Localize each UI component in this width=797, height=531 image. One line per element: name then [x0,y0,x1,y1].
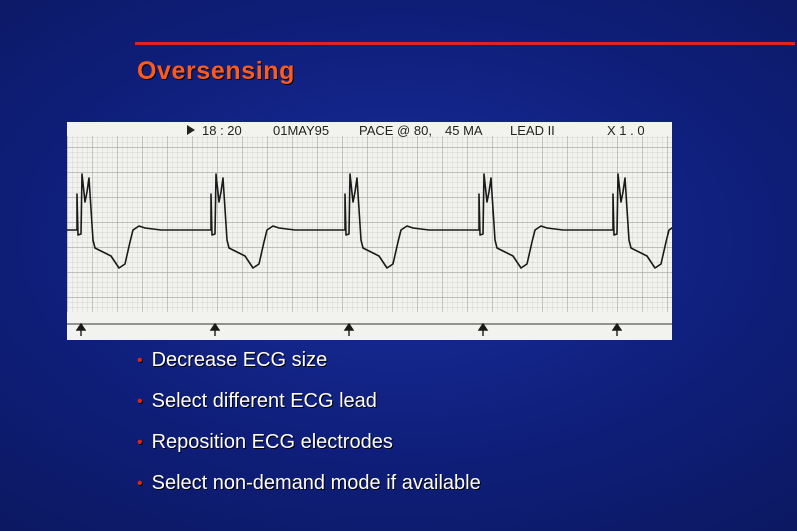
title-accent-rule [135,42,795,45]
bullet-item: • Select different ECG lead [137,390,377,412]
bullet-dot-icon: • [137,393,143,410]
pacing-spike-arrow-icon [611,322,623,336]
bullet-dot-icon: • [137,475,143,492]
bullet-item: • Select non-demand mode if available [137,472,481,494]
pacing-spike-arrow-icon [209,322,221,336]
pacing-spike-arrow-icon [75,322,87,336]
bullet-item: • Reposition ECG electrodes [137,431,393,453]
bullet-dot-icon: • [137,434,143,451]
pacing-spike-arrow-icon [477,322,489,336]
ecg-header-pace: PACE @ 80, [359,123,432,138]
ecg-strip-image: 18 : 20 01MAY95 PACE @ 80, 45 MA LEAD II… [67,122,672,340]
ecg-header-lead: LEAD II [510,123,555,138]
bullet-dot-icon: • [137,352,143,369]
ecg-waveform [67,173,672,269]
ecg-grid [67,136,672,312]
slide-title: Oversensing [137,57,296,85]
bullet-list: • Decrease ECG size • Select different ECG… [137,344,481,508]
pacing-markers [75,322,623,336]
play-triangle-icon [187,125,195,135]
ecg-header-gain: X 1 . 0 [607,123,645,138]
pacing-spike-arrow-icon [343,322,355,336]
ecg-header-current: 45 MA [445,123,483,138]
ecg-header-time: 18 : 20 [202,123,242,138]
bullet-item: • Decrease ECG size [137,349,328,371]
ecg-header-date: 01MAY95 [273,123,329,138]
